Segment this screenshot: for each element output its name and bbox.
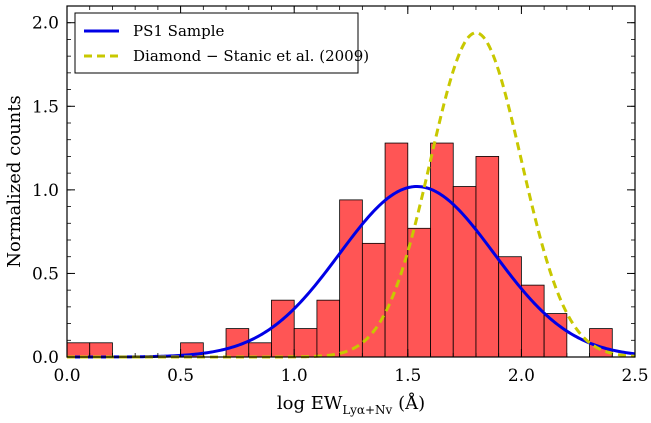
legend-label-diamond-stanic: Diamond − Stanic et al. (2009) bbox=[133, 47, 369, 65]
y-tick-label: 1.5 bbox=[32, 97, 59, 117]
y-axis-label: Normalized counts bbox=[4, 95, 25, 267]
x-tick-label: 2.5 bbox=[621, 366, 648, 386]
x-axis-label-subscript: Lyα+Nv bbox=[342, 403, 392, 417]
x-tick-label: 2.0 bbox=[508, 366, 535, 386]
x-tick-label: 0.0 bbox=[53, 366, 80, 386]
histogram-bar bbox=[407, 227, 431, 358]
histogram-bars bbox=[66, 142, 613, 358]
x-tick-label: 1.5 bbox=[394, 366, 421, 386]
histogram-bar bbox=[452, 186, 477, 358]
y-tick-label: 2.0 bbox=[32, 14, 59, 34]
histogram-bar bbox=[248, 342, 272, 358]
legend-box bbox=[74, 12, 359, 74]
x-tick-label: 1.0 bbox=[281, 366, 308, 386]
histogram-bar bbox=[430, 142, 454, 358]
histogram-bar bbox=[384, 142, 409, 358]
legend: PS1 Sample Diamond − Stanic et al. (2009… bbox=[74, 12, 369, 74]
y-tick-label: 1.0 bbox=[32, 181, 59, 201]
legend-label-ps1-sample: PS1 Sample bbox=[133, 22, 225, 40]
histogram-bar bbox=[271, 299, 295, 358]
axis-ticks bbox=[66, 5, 636, 358]
histogram-bar bbox=[293, 328, 318, 358]
plot-frame bbox=[66, 5, 636, 358]
histogram-bar bbox=[543, 313, 568, 358]
histogram-bar bbox=[521, 284, 545, 358]
tick-labels: 0.0 0.5 1.0 1.5 2.0 2.5 0.0 0.5 1.0 1.5 2.0 bbox=[32, 14, 649, 386]
histogram-bar bbox=[66, 342, 91, 358]
x-tick-label: 0.5 bbox=[167, 366, 194, 386]
x-axis-label: log EWLyα+Nv (Å) bbox=[277, 392, 425, 417]
y-tick-label: 0.0 bbox=[32, 348, 59, 368]
histogram-bar bbox=[339, 199, 363, 358]
histogram-bar bbox=[89, 342, 113, 358]
histogram-bar bbox=[316, 299, 341, 358]
histogram-bar bbox=[498, 256, 522, 358]
x-axis-label-prefix: log EW bbox=[277, 393, 343, 414]
y-tick-label: 0.5 bbox=[32, 264, 59, 284]
x-axis-label-suffix: (Å) bbox=[392, 392, 425, 414]
